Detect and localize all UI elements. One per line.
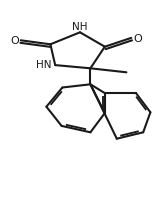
Text: NH: NH [72,22,88,32]
Text: HN: HN [36,60,52,70]
Text: O: O [10,36,19,46]
Text: O: O [133,34,142,44]
